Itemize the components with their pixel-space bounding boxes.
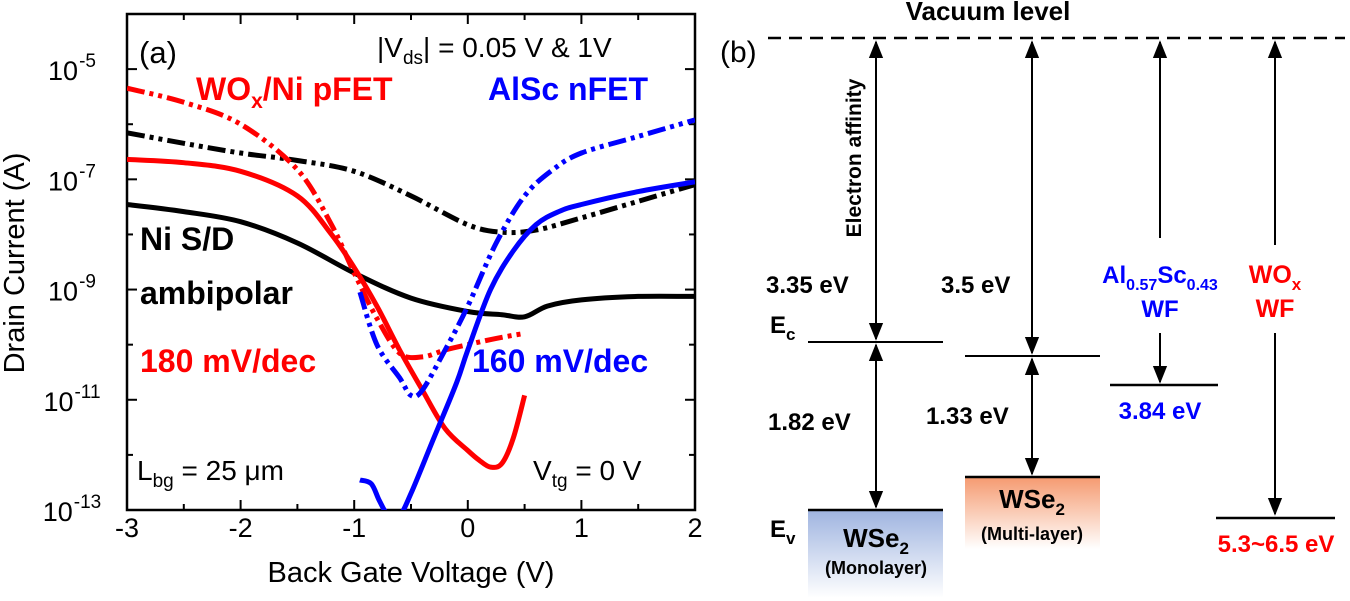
x-tick-label: -2 (229, 513, 253, 543)
wse2-multilayer-box (965, 477, 1100, 549)
series-line-alsc-005v (359, 179, 695, 510)
wox-wf-value: 5.3~6.5 eV (1218, 531, 1335, 558)
ea-multilayer-value: 3.5 eV (941, 272, 1010, 299)
vds-annotation: |Vds| = 0.05 V & 1V (377, 32, 612, 69)
series-line-ni-1v (127, 130, 695, 236)
x-tick-label: 1 (574, 513, 589, 543)
y-tick-label: 10-5 (48, 51, 96, 86)
y-tick-label: 10-11 (43, 382, 100, 417)
ni-sd-label: Ni S/D (140, 221, 234, 257)
ea-monolayer-value: 3.35 eV (766, 272, 849, 299)
y-axis-label: Drain Current (A) (0, 153, 31, 374)
panel-b-label: (b) (720, 36, 757, 69)
x-tick-label: -1 (342, 513, 366, 543)
gap-multilayer-value: 1.33 eV (926, 403, 1009, 430)
x-tick-label: -3 (115, 513, 139, 543)
wse2-monolayer-type: (Monolayer) (825, 558, 927, 578)
wox-pfet-label: WOx/Ni pFET (196, 71, 393, 113)
alsc-wf-value: 3.84 eV (1119, 398, 1202, 425)
wox-name-label: WOx (1249, 261, 1302, 294)
ss-blue-label: 160 mV/dec (472, 343, 648, 379)
vacuum-level-label: Vacuum level (906, 0, 1071, 26)
panel-a-label: (a) (139, 35, 177, 70)
y-tick-label: 10-13 (43, 492, 102, 527)
vtg-annotation: Vtg = 0 V (533, 455, 642, 492)
ambipolar-label: ambipolar (140, 275, 293, 311)
x-axis-label: Back Gate Voltage (V) (268, 557, 555, 589)
wse2-multilayer-name: WSe2 (999, 484, 1065, 519)
y-tick-label: 10-7 (48, 161, 96, 196)
wse2-monolayer-box (808, 510, 943, 598)
electron-affinity-label: Electron affinity (843, 78, 866, 237)
y-tick-label: 10-9 (48, 272, 96, 307)
series-line-alsc-1v (357, 117, 695, 400)
alsc-nfet-label: AlSc nFET (488, 71, 648, 107)
ss-red-label: 180 mV/dec (140, 343, 316, 379)
wse2-monolayer-name: WSe2 (843, 523, 909, 558)
ec-label: Ec (770, 312, 795, 344)
gap-monolayer-value: 1.82 eV (768, 409, 851, 436)
ev-label: Ev (770, 516, 796, 548)
x-tick-label: 0 (460, 513, 475, 543)
panel-b: (b) Vacuum level Electron affinity 3.35 … (720, 0, 1345, 598)
y-tick-labels: 10-5 10-7 10-9 10-11 10-13 (43, 51, 102, 527)
alsc-composition-label: Al0.57Sc0.43 (1102, 262, 1218, 294)
panel-a: -3 -2 -1 0 1 2 10-5 10-7 10-9 10-11 10-13 (a) |Vd… (0, 12, 703, 589)
axis-ticks (126, 13, 696, 511)
wox-wf-label: WF (1256, 295, 1295, 323)
series-line-wox-005v (127, 156, 528, 470)
wse2-multilayer-type: (Multi-layer) (981, 524, 1083, 544)
data-series (127, 85, 695, 510)
alsc-wf-label: WF (1141, 296, 1178, 323)
x-tick-label: 2 (687, 513, 702, 543)
lbg-annotation: Lbg = 25 μm (137, 455, 284, 492)
x-tick-labels: -3 -2 -1 0 1 2 (115, 513, 703, 543)
